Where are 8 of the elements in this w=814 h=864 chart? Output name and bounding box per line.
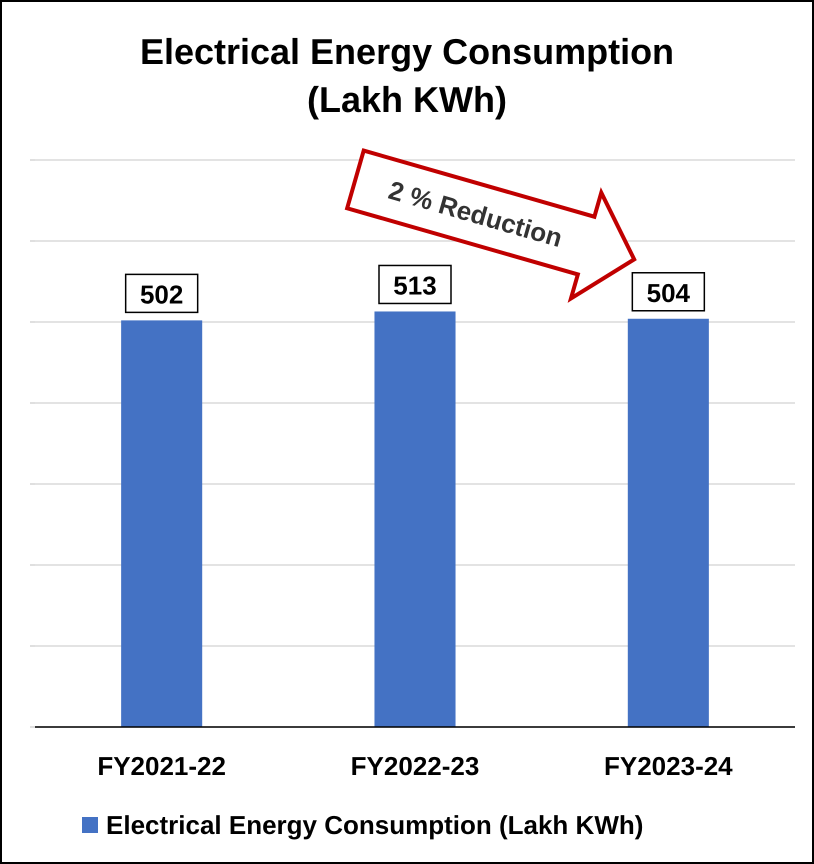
legend-label: Electrical Energy Consumption (Lakh KWh) <box>106 810 644 840</box>
chart-title: Electrical Energy Consumption (Lakh KWh) <box>140 31 674 120</box>
x-tick-label: FY2023-24 <box>604 751 734 781</box>
x-tick-label: FY2022-23 <box>350 751 480 781</box>
data-label: 502 <box>140 279 184 310</box>
x-tick-label: FY2021-22 <box>97 751 226 781</box>
data-label: 504 <box>646 278 691 308</box>
data-label: 513 <box>393 270 437 301</box>
